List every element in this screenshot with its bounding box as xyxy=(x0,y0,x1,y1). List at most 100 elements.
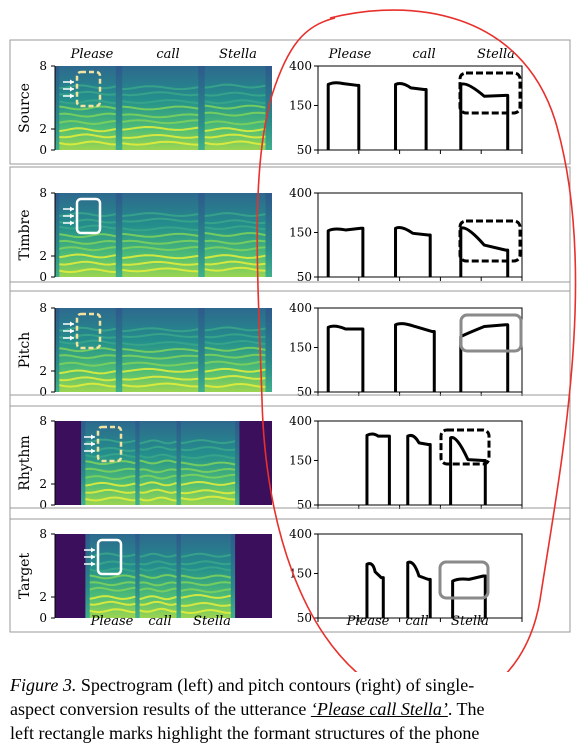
spectrogram-harmonic xyxy=(59,376,116,382)
arrow-icon xyxy=(70,328,74,334)
pitch-highlight-box xyxy=(439,428,491,466)
formant-highlight-box xyxy=(96,425,123,463)
spectrogram-harmonic xyxy=(180,588,231,594)
word-label: call xyxy=(156,47,179,62)
spectrogram-harmonic xyxy=(89,608,136,614)
pitch-contour-line xyxy=(365,562,385,618)
arrow-icon xyxy=(91,448,95,454)
figure-row-timbre: 0 2 8 Timbre 50 150 400 xyxy=(9,166,571,292)
spectrogram-harmonic xyxy=(204,83,266,89)
row-frame xyxy=(9,394,571,520)
caption-line1: Spectrogram (left) and pitch contours (r… xyxy=(76,675,475,695)
y-tick-label: 2 xyxy=(39,122,47,136)
spectrogram-harmonic xyxy=(204,367,266,373)
spectrogram-harmonic xyxy=(180,581,231,587)
word-label: Please xyxy=(90,614,134,629)
spectrogram-y-axis: 0 2 8 xyxy=(39,527,56,625)
spectrogram-harmonic xyxy=(89,595,136,601)
spectrogram-harmonic xyxy=(89,586,136,592)
spectrogram-harmonic xyxy=(85,467,136,473)
spectrogram-harmonic xyxy=(59,354,116,360)
spectrogram-harmonic xyxy=(122,119,199,125)
spectrogram-harmonic xyxy=(180,560,231,566)
pitch-contour-line xyxy=(459,226,510,277)
spectrogram-harmonic xyxy=(139,581,177,587)
pitch-contour-line xyxy=(449,436,487,505)
spectrogram-harmonic xyxy=(139,468,177,474)
pitch-highlight-box xyxy=(438,560,490,600)
caption-quote: ‘Please call Stella’ xyxy=(310,699,448,719)
spectrogram-harmonic xyxy=(180,454,236,460)
y-tick-label: 0 xyxy=(39,143,47,157)
spectrogram-harmonic xyxy=(122,217,199,223)
spectrogram-harmonic xyxy=(59,233,117,239)
spectrogram-harmonic xyxy=(59,140,116,146)
word-label: Please xyxy=(70,47,114,62)
y-tick-label: 400 xyxy=(289,527,312,541)
spectrogram-harmonic xyxy=(204,225,266,231)
spectrogram-harmonic xyxy=(122,133,199,139)
spectrogram-harmonic xyxy=(139,453,177,459)
spectrogram-harmonic xyxy=(59,224,116,230)
y-tick-label: 0 xyxy=(39,385,47,399)
spectrogram-harmonic xyxy=(204,99,266,105)
pitch-plot-frame xyxy=(317,307,523,393)
pitch-contour-line xyxy=(365,432,391,505)
pitch-plot-frame xyxy=(317,65,523,151)
spectrogram-harmonic xyxy=(204,260,266,266)
caption-line2-post: . The xyxy=(447,699,485,719)
spectrogram-harmonic xyxy=(59,127,116,133)
y-tick-label: 2 xyxy=(39,249,47,263)
spectrogram-harmonic xyxy=(85,453,136,459)
pitch-contour-line xyxy=(394,225,432,277)
spectrogram-harmonic xyxy=(59,119,116,126)
pitch-highlight-box xyxy=(458,71,522,115)
row-label: Rhythm xyxy=(17,435,33,490)
spectrogram-harmonic xyxy=(122,267,199,273)
spectrogram-harmonic xyxy=(59,326,117,332)
pitch-contour-line xyxy=(394,82,428,150)
spectrogram-harmonic xyxy=(204,91,266,97)
spectrogram-harmonic xyxy=(204,212,266,218)
spectrogram-harmonic xyxy=(180,566,231,572)
spectrogram-harmonic xyxy=(59,133,116,139)
spectrogram-harmonic xyxy=(85,496,136,502)
spectrogram-harmonic xyxy=(59,369,116,375)
y-tick-label: 50 xyxy=(297,270,312,284)
row-frame xyxy=(9,507,571,633)
y-tick-label: 50 xyxy=(297,498,312,512)
spectrogram-harmonic xyxy=(139,474,177,480)
spectrogram-harmonic xyxy=(122,254,199,260)
y-tick-label: 50 xyxy=(297,611,312,625)
pitch-contour-line xyxy=(326,324,365,392)
spectrogram-harmonic xyxy=(139,560,177,566)
spectrogram-harmonic xyxy=(59,99,116,105)
row-frame xyxy=(9,166,571,292)
y-tick-label: 2 xyxy=(39,590,47,604)
spectrogram-harmonic xyxy=(180,601,231,607)
word-label: Stella xyxy=(451,614,489,629)
spectrogram-harmonic xyxy=(122,348,199,353)
spectrogram-harmonic xyxy=(122,354,199,360)
spectrogram-y-axis: 0 2 8 xyxy=(39,301,56,399)
spectrogram-harmonic xyxy=(139,459,177,465)
word-label: Stella xyxy=(219,47,257,62)
row-label: Timbre xyxy=(17,209,33,260)
spectrogram-harmonic xyxy=(122,226,199,232)
spectrogram-harmonic xyxy=(204,140,266,146)
spectrogram-harmonic xyxy=(59,268,116,274)
spectrogram-harmonic xyxy=(204,374,266,380)
row-label: Source xyxy=(17,83,33,133)
y-tick-label: 8 xyxy=(39,414,47,428)
spectrogram-panel xyxy=(55,193,272,277)
spectrogram-silence-left xyxy=(55,421,82,505)
word-label: Please xyxy=(328,47,372,62)
spectrogram-harmonic xyxy=(204,254,266,260)
arrow-icon xyxy=(70,335,74,341)
pitch-contour-line xyxy=(326,226,365,277)
spectrogram-silence-left xyxy=(55,534,86,618)
arrow-icon xyxy=(91,441,95,447)
